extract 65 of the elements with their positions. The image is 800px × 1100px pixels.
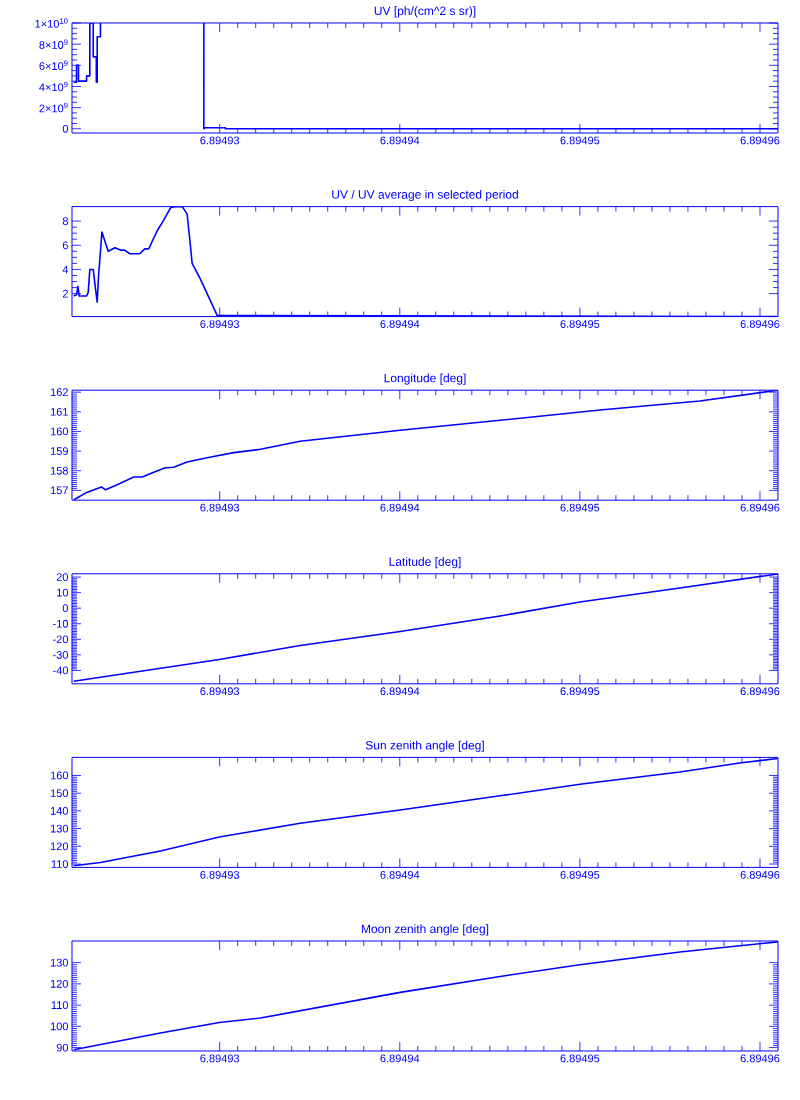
y-tick-label: 140 <box>50 807 69 815</box>
y-tick-label: 120 <box>50 842 69 851</box>
y-tick-label: -20 <box>53 635 69 644</box>
y-tick-label: 4×10$^{9}$ <box>39 81 68 92</box>
x-tick-label: 6.89495 <box>560 687 600 696</box>
y-tick-label: 100 <box>50 1022 69 1031</box>
x-tick-label: 6.89495 <box>560 1054 600 1063</box>
x-tick-label: 6.89494 <box>380 503 420 512</box>
chart-title: UV / UV average in selected period <box>332 189 518 202</box>
y-tick-label: 20 <box>56 573 69 581</box>
y-tick-label: 10 <box>57 588 69 597</box>
y-tick-label: 4 <box>62 265 69 274</box>
x-tick-label: 6.89493 <box>200 687 240 696</box>
y-tick-label: 2×10$^{9}$ <box>39 102 68 113</box>
x-tick-label: 6.89496 <box>740 1054 780 1063</box>
chart-title: Sun zenith angle [deg] <box>365 740 484 752</box>
x-tick-label: 6.89493 <box>200 870 240 879</box>
chart-title: UV [ph/(cm^2 s sr)] <box>374 6 476 18</box>
x-tick-label: 6.89494 <box>380 687 420 696</box>
y-tick-label: 160 <box>50 427 69 436</box>
x-tick-label: 6.89494 <box>380 320 420 328</box>
y-tick-label: 161 <box>50 407 68 416</box>
y-tick-label: 8 <box>62 217 68 225</box>
x-tick-label: 6.89496 <box>740 870 780 879</box>
y-tick-label: -10 <box>53 619 69 628</box>
y-tick-label: 2 <box>62 289 68 298</box>
x-tick-label: 6.89495 <box>560 136 600 145</box>
y-tick-label: 158 <box>50 466 68 475</box>
y-tick-label: 8×10$^{9}$ <box>39 39 68 49</box>
y-tick-label: 6×10$^{9}$ <box>39 60 68 71</box>
x-tick-label: 6.89495 <box>560 870 600 879</box>
x-tick-label: 6.89494 <box>380 1054 420 1063</box>
y-tick-label: 162 <box>50 388 68 397</box>
x-tick-label: 6.89495 <box>560 503 600 512</box>
y-tick-label: 130 <box>50 824 69 833</box>
line-series <box>73 206 778 317</box>
y-tick-label: 0 <box>62 604 69 613</box>
x-tick-label: 6.89494 <box>380 870 420 879</box>
chart-title: Longitude [deg] <box>384 373 466 385</box>
x-tick-label: 6.89493 <box>200 320 240 328</box>
x-tick-label: 6.89494 <box>380 136 420 145</box>
y-tick-label: 0 <box>62 124 69 133</box>
y-tick-label: 110 <box>51 1001 69 1010</box>
y-tick-label: 120 <box>50 980 69 988</box>
y-tick-label: -40 <box>53 666 69 675</box>
y-tick-label: 130 <box>50 958 69 967</box>
y-tick-label: 150 <box>50 789 69 798</box>
y-tick-label: 1×10$^{10}$ <box>35 18 68 28</box>
y-tick-label: -30 <box>53 650 69 659</box>
y-tick-label: 110 <box>51 860 69 868</box>
x-tick-label: 6.89493 <box>200 503 240 512</box>
x-tick-label: 6.89493 <box>200 136 240 145</box>
x-tick-label: 6.89496 <box>740 320 780 328</box>
y-tick-label: 90 <box>56 1043 69 1052</box>
x-tick-label: 6.89493 <box>200 1054 240 1063</box>
y-tick-label: 159 <box>50 447 68 455</box>
chart-title: Moon zenith angle [deg] <box>361 924 489 936</box>
y-tick-label: 6 <box>62 241 68 250</box>
x-tick-label: 6.89496 <box>740 687 780 696</box>
x-tick-label: 6.89496 <box>740 503 780 512</box>
chart-title: Latitude [deg] <box>389 557 461 569</box>
x-tick-label: 6.89495 <box>560 320 600 328</box>
x-tick-label: 6.89496 <box>740 136 780 145</box>
y-tick-label: 160 <box>50 771 69 780</box>
y-tick-label: 157 <box>50 486 68 495</box>
